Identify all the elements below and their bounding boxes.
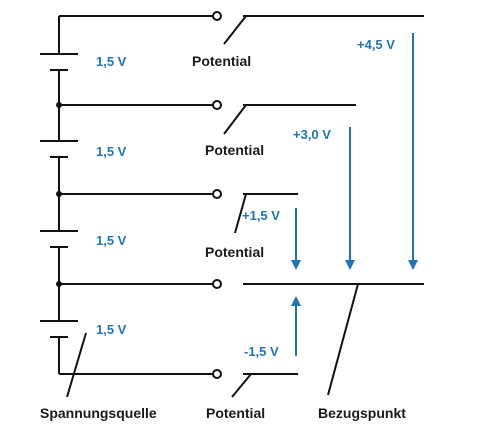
potential-label: Potential [205,142,264,158]
potential-value: +3,0 V [293,127,331,142]
terminal-5 [212,369,222,379]
leader-potential-1 [223,15,247,45]
leader-source [66,332,87,398]
leader-reference [327,283,359,396]
terminal-4 [212,279,222,289]
potential-value: -1,5 V [244,344,279,359]
reference-label: Bezugspunkt [318,405,406,421]
source-label: Spannungsquelle [40,405,157,421]
potential-label: Potential [206,405,265,421]
cell-voltage-labels: 1,5 V 1,5 V 1,5 V 1,5 V [96,54,127,337]
terminals [212,11,222,379]
battery-chain [40,16,78,374]
cell-voltage-label: 1,5 V [96,144,127,159]
potential-labels: Potential Potential Potential Potential [192,53,265,421]
potential-lines [243,15,424,375]
bottom-labels: Spannungsquelle Bezugspunkt [40,405,406,421]
leader-potential-3 [234,193,247,234]
potential-value: +4,5 V [357,37,395,52]
terminal-3 [212,189,222,199]
potential-values: +4,5 V +3,0 V +1,5 V -1,5 V [242,37,395,359]
potential-arrows [291,33,418,356]
leader-lines [66,15,359,398]
terminal-2 [212,100,222,110]
potential-label: Potential [192,53,251,69]
potential-value: +1,5 V [242,208,280,223]
leader-potential-2 [223,104,247,135]
terminal-1 [212,11,222,21]
cell-voltage-label: 1,5 V [96,322,127,337]
tap-wires [59,15,213,375]
cell-voltage-label: 1,5 V [96,233,127,248]
leader-potential-5 [231,373,252,398]
potential-label: Potential [205,244,264,260]
cell-voltage-label: 1,5 V [96,54,127,69]
